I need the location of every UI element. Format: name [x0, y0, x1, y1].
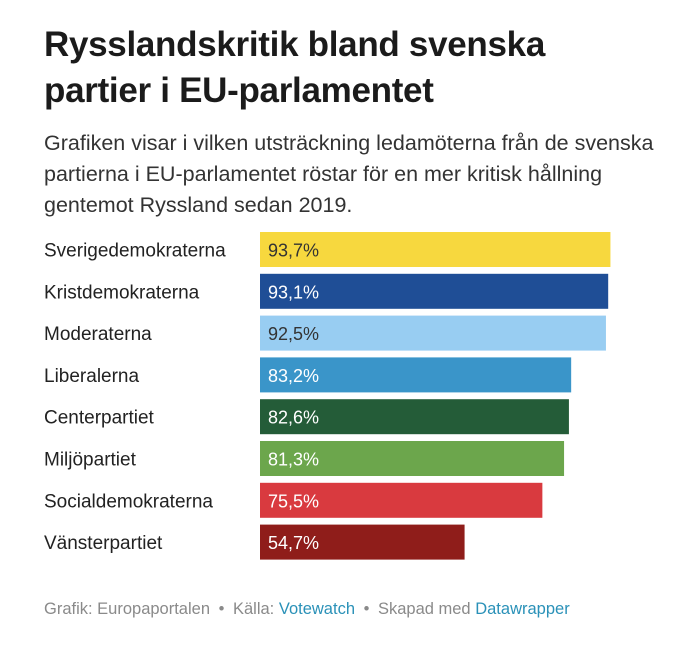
bar-liberalerna: [260, 357, 572, 393]
category-label-socialdemokraterna: Socialdemokraterna: [44, 491, 213, 512]
category-label-liberalerna: Liberalerna: [44, 366, 139, 387]
category-label-kristdemokraterna: Kristdemokraterna: [44, 282, 200, 303]
footer-separator: •: [218, 600, 225, 618]
chart-title: Rysslandskritik bland svenska partier i …: [44, 25, 545, 110]
category-label-sverigedemokraterna: Sverigedemokraterna: [44, 241, 226, 262]
bar-centerpartiet: [260, 399, 569, 435]
bar-moderaterna: [260, 315, 606, 351]
footer-datawrapper-link[interactable]: Datawrapper: [475, 600, 570, 618]
bar-sverigedemokraterna: [260, 232, 611, 267]
footer-separator-2: •: [363, 600, 370, 618]
value-label-kristdemokraterna: 93,1%: [268, 282, 319, 302]
value-label-socialdemokraterna: 75,5%: [268, 491, 319, 511]
category-label-moderaterna: Moderaterna: [44, 324, 152, 345]
bar-chart: Sverigedemokraterna 93,7% Kristdemokratern…: [44, 232, 644, 572]
category-label-centerpartiet: Centerpartiet: [44, 408, 155, 429]
bar-kristdemokraterna: [260, 273, 609, 309]
bar-miljopartiet: [260, 441, 565, 476]
value-label-sverigedemokraterna: 93,7%: [268, 241, 319, 261]
value-label-liberalerna: 83,2%: [268, 366, 319, 386]
footer-source-link[interactable]: Votewatch: [278, 600, 355, 618]
footer-credit: Grafik: Europaportalen: [44, 600, 211, 618]
chart-footer: Grafik: Europaportalen • Källa: Votewatc…: [44, 600, 570, 619]
chart-subtitle: Grafiken visar i vilken utsträckning led…: [44, 131, 654, 217]
value-label-moderaterna: 92,5%: [268, 324, 319, 344]
bar-socialdemokraterna: [260, 482, 543, 518]
footer-source-label: Källa:: [232, 600, 275, 618]
category-label-vansterpartiet: Vänsterpartiet: [44, 533, 163, 554]
category-label-miljopartiet: Miljöpartiet: [44, 450, 137, 471]
value-label-miljopartiet: 81,3%: [268, 450, 319, 470]
footer-made-with-label: Skapad med: [377, 600, 471, 618]
bar-chart-svg: Sverigedemokraterna 93,7% Kristdemokratern…: [44, 232, 611, 560]
bar-vansterpartiet: [260, 524, 465, 560]
value-label-centerpartiet: 82,6%: [268, 408, 319, 428]
value-label-vansterpartiet: 54,7%: [268, 533, 319, 553]
